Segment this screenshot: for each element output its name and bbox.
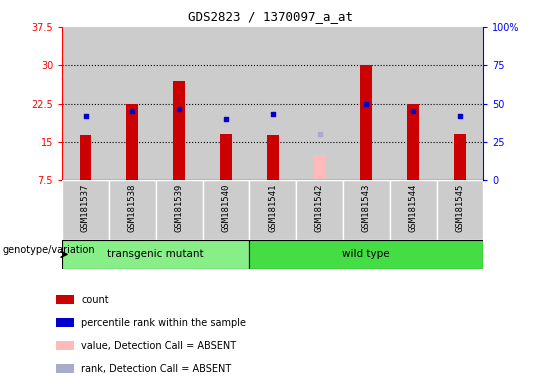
Text: GSM181539: GSM181539 bbox=[174, 184, 184, 232]
Bar bbox=[249, 240, 483, 269]
Point bbox=[268, 111, 277, 117]
Point bbox=[221, 116, 230, 122]
Bar bbox=[62, 180, 109, 240]
Bar bbox=[296, 27, 343, 180]
Point bbox=[81, 113, 90, 119]
Point bbox=[175, 106, 184, 112]
Text: GSM181537: GSM181537 bbox=[81, 184, 90, 232]
Text: genotype/variation: genotype/variation bbox=[3, 245, 96, 255]
Bar bbox=[56, 295, 75, 304]
Point bbox=[362, 101, 370, 107]
Text: wild type: wild type bbox=[342, 249, 390, 260]
Bar bbox=[343, 180, 390, 240]
Bar bbox=[56, 364, 75, 373]
Bar bbox=[454, 134, 465, 180]
Text: GDS2823 / 1370097_a_at: GDS2823 / 1370097_a_at bbox=[187, 10, 353, 23]
Text: GSM181540: GSM181540 bbox=[221, 184, 231, 232]
Text: GSM181538: GSM181538 bbox=[128, 184, 137, 232]
Bar bbox=[202, 27, 249, 180]
Text: rank, Detection Call = ABSENT: rank, Detection Call = ABSENT bbox=[81, 364, 231, 374]
Point bbox=[409, 108, 417, 114]
Bar bbox=[56, 341, 75, 350]
Bar bbox=[267, 136, 279, 180]
Bar bbox=[390, 27, 436, 180]
Bar bbox=[62, 27, 109, 180]
Point bbox=[456, 113, 464, 119]
Bar bbox=[173, 81, 185, 180]
Text: GSM181544: GSM181544 bbox=[409, 184, 417, 232]
Point bbox=[128, 108, 137, 114]
Bar bbox=[56, 318, 75, 327]
Bar bbox=[126, 104, 138, 180]
Text: GSM181543: GSM181543 bbox=[362, 184, 371, 232]
Bar bbox=[249, 180, 296, 240]
Text: GSM181545: GSM181545 bbox=[455, 184, 464, 232]
Text: GSM181541: GSM181541 bbox=[268, 184, 277, 232]
Bar bbox=[109, 180, 156, 240]
Bar bbox=[249, 27, 296, 180]
Bar bbox=[436, 27, 483, 180]
Bar bbox=[436, 180, 483, 240]
Bar bbox=[156, 180, 202, 240]
Bar bbox=[202, 180, 249, 240]
Bar bbox=[156, 27, 202, 180]
Bar bbox=[220, 134, 232, 180]
Bar bbox=[109, 27, 156, 180]
Bar bbox=[62, 240, 249, 269]
Bar bbox=[361, 65, 372, 180]
Point bbox=[315, 131, 324, 137]
Bar bbox=[343, 27, 390, 180]
Bar bbox=[390, 180, 436, 240]
Bar bbox=[296, 180, 343, 240]
Bar bbox=[407, 104, 419, 180]
Text: transgenic mutant: transgenic mutant bbox=[107, 249, 204, 260]
Text: GSM181542: GSM181542 bbox=[315, 184, 324, 232]
Text: percentile rank within the sample: percentile rank within the sample bbox=[81, 318, 246, 328]
Bar bbox=[80, 136, 91, 180]
Bar bbox=[314, 155, 325, 180]
Text: value, Detection Call = ABSENT: value, Detection Call = ABSENT bbox=[81, 341, 237, 351]
Text: count: count bbox=[81, 295, 109, 305]
